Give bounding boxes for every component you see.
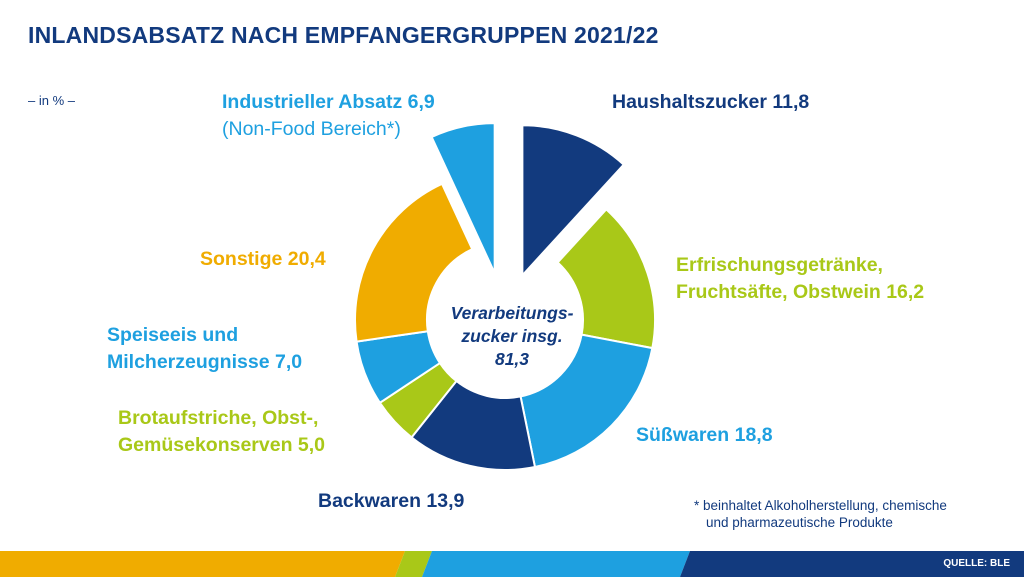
unit-label: – in % – — [28, 93, 75, 108]
label-speiseeis-line-1: Speiseeis und — [107, 324, 239, 346]
label-haushaltszucker: Haushaltszucker 11,8 — [612, 89, 809, 116]
label-haushaltszucker-text: Haushaltszucker 11,8 — [612, 91, 810, 113]
label-sonstige: Sonstige 20,4 — [200, 246, 326, 273]
donut-slice-6 — [354, 182, 474, 343]
footnote-line-1: * beinhaltet Alkoholherstellung, chemisc… — [694, 498, 947, 513]
footnote: * beinhaltet Alkoholherstellung, chemisc… — [694, 497, 947, 531]
label-erfrischung-line-2: Fruchtsäfte, Obstwein 16,2 — [676, 281, 925, 303]
center-total: 81,3 — [494, 349, 530, 369]
footer-bar-blue — [422, 551, 690, 577]
center-label-line-1: Verarbeitungs- — [450, 303, 574, 323]
label-brotaufstriche: Brotaufstriche, Obst-, Gemüsekonserven 5… — [118, 405, 325, 459]
label-brot-line-2: Gemüsekonserven 5,0 — [118, 434, 326, 456]
label-backwaren: Backwaren 13,9 — [318, 488, 464, 515]
footnote-line-2: und pharmazeutische Produkte — [706, 515, 893, 530]
page-title: INLANDSABSATZ NACH EMPFANGERGRUPPEN 2021… — [28, 22, 659, 48]
footer-bar-navy — [680, 551, 1024, 577]
footer-bar-lime — [395, 551, 432, 577]
footer-bar-orange — [0, 551, 405, 577]
label-suesswaren-text: Süßwaren 18,8 — [636, 424, 773, 446]
label-suesswaren: Süßwaren 18,8 — [636, 422, 773, 449]
label-speiseeis-line-2: Milcherzeugnisse 7,0 — [107, 351, 303, 373]
label-brot-line-1: Brotaufstriche, Obst-, — [118, 407, 319, 429]
label-industrieller-absatz: Industrieller Absatz 6,9 (Non-Food Berei… — [222, 89, 435, 143]
footer-color-bar — [0, 551, 1024, 577]
center-label: Verarbeitungs- zucker insg. 81,3 — [422, 302, 602, 371]
label-erfrischung-line-1: Erfrischungsgetränke, — [676, 254, 883, 276]
source-label: QUELLE: BLE — [943, 558, 1010, 569]
label-erfrischungsgetraenke: Erfrischungsgetränke, Fruchtsäfte, Obstw… — [676, 252, 924, 306]
donut-slice-0 — [521, 124, 626, 278]
label-industrie-line-2: (Non-Food Bereich*) — [222, 118, 401, 140]
donut-slice-2 — [519, 333, 654, 469]
label-backwaren-text: Backwaren 13,9 — [318, 490, 465, 512]
label-industrie-line-1: Industrieller Absatz 6,9 — [222, 91, 435, 113]
donut-slice-7 — [430, 122, 496, 274]
label-sonstige-text: Sonstige 20,4 — [200, 248, 326, 270]
center-label-line-2: zucker insg. — [461, 326, 563, 346]
label-speiseeis: Speiseeis und Milcherzeugnisse 7,0 — [107, 322, 302, 376]
